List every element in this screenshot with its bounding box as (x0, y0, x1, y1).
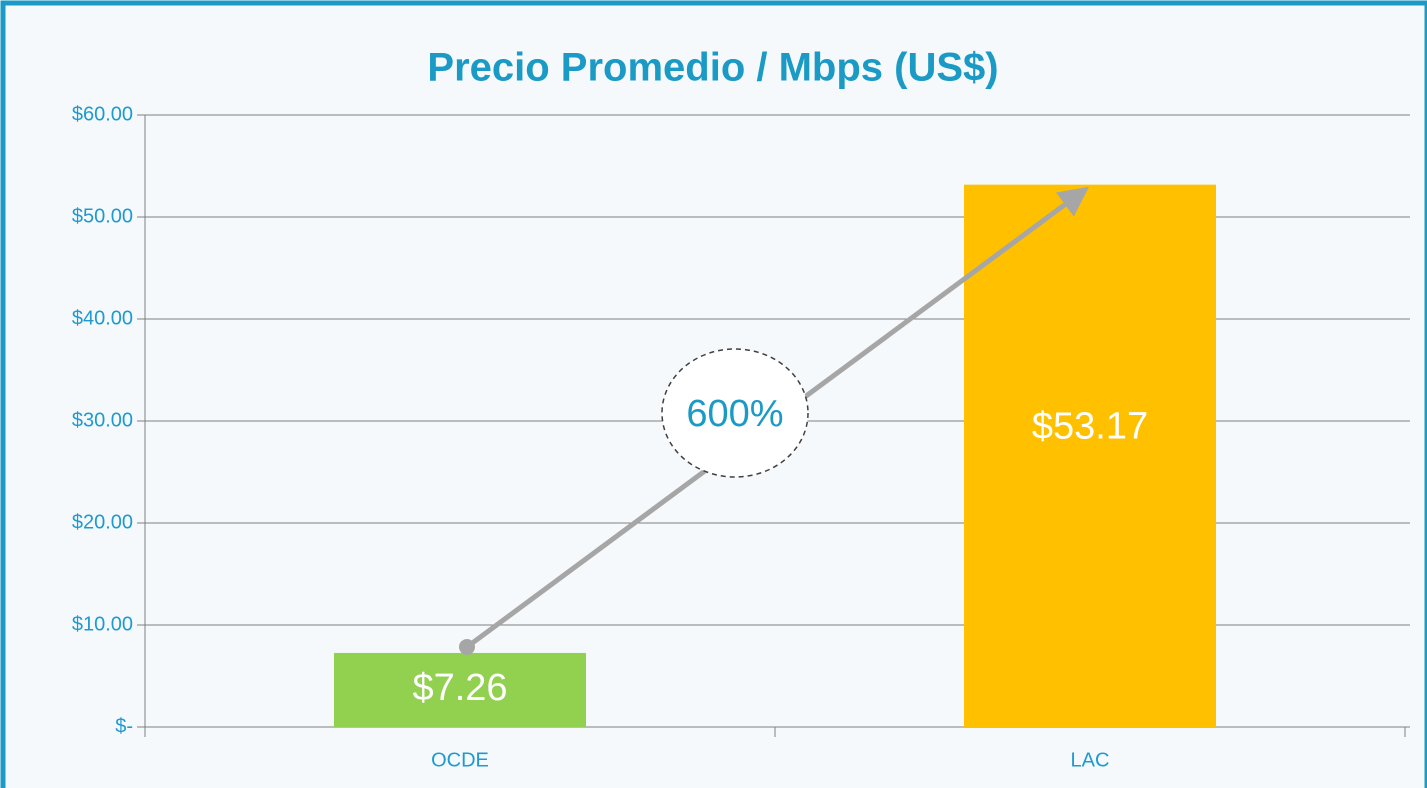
data-label: $53.17 (1032, 406, 1148, 448)
annotation: 600% (686, 393, 783, 435)
bar (334, 652, 586, 727)
y-tick-label: $20.00 (72, 511, 133, 533)
y-tick-label: $40.00 (72, 307, 133, 329)
chart-title: Precio Promedio / Mbps (US$) (427, 46, 998, 90)
y-tick-label: $- (115, 715, 133, 737)
arrow-start (459, 638, 475, 655)
x-tick-label: OCDE (431, 749, 489, 771)
annotation-bubble (661, 348, 809, 478)
y-tick-label: $30.00 (72, 409, 133, 431)
bar (964, 184, 1216, 727)
data-label: $7.26 (412, 667, 507, 709)
x-tick-label: LAC (1071, 749, 1110, 771)
y-tick-label: $50.00 (72, 205, 133, 227)
y-tick-label: $60.00 (72, 103, 133, 125)
y-tick-label: $10.00 (72, 613, 133, 635)
